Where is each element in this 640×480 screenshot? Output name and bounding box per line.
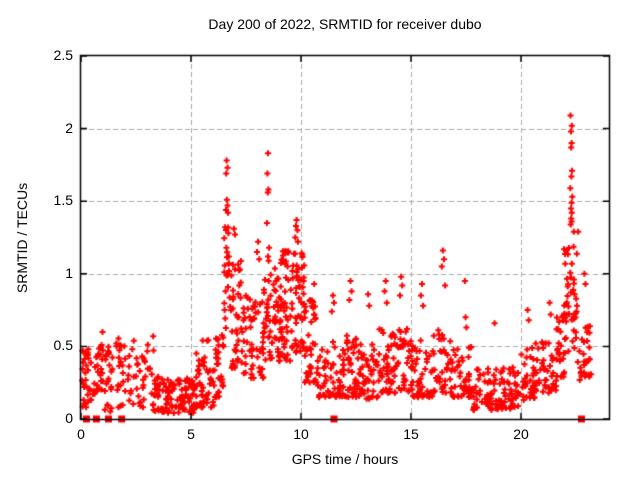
x-tick-label: 0 xyxy=(77,426,85,442)
x-tick-label: 5 xyxy=(187,426,195,442)
x-tick-label: 20 xyxy=(513,426,529,442)
x-axis-label: GPS time / hours xyxy=(291,451,399,467)
y-axis-label: SRMTID / TECUs xyxy=(14,182,30,294)
y-tick-label: 0.5 xyxy=(53,337,73,354)
y-tick-label: 2 xyxy=(65,119,73,136)
x-tick-label: 15 xyxy=(403,426,419,442)
y-tick-label: 0 xyxy=(65,410,73,426)
y-tick-label: 1.5 xyxy=(53,192,73,209)
chart-title: Day 200 of 2022, SRMTID for receiver dub… xyxy=(208,16,482,32)
x-tick-label: 10 xyxy=(293,426,309,442)
y-tick-label: 1 xyxy=(65,264,73,281)
y-tick-label: 2.5 xyxy=(53,47,73,63)
